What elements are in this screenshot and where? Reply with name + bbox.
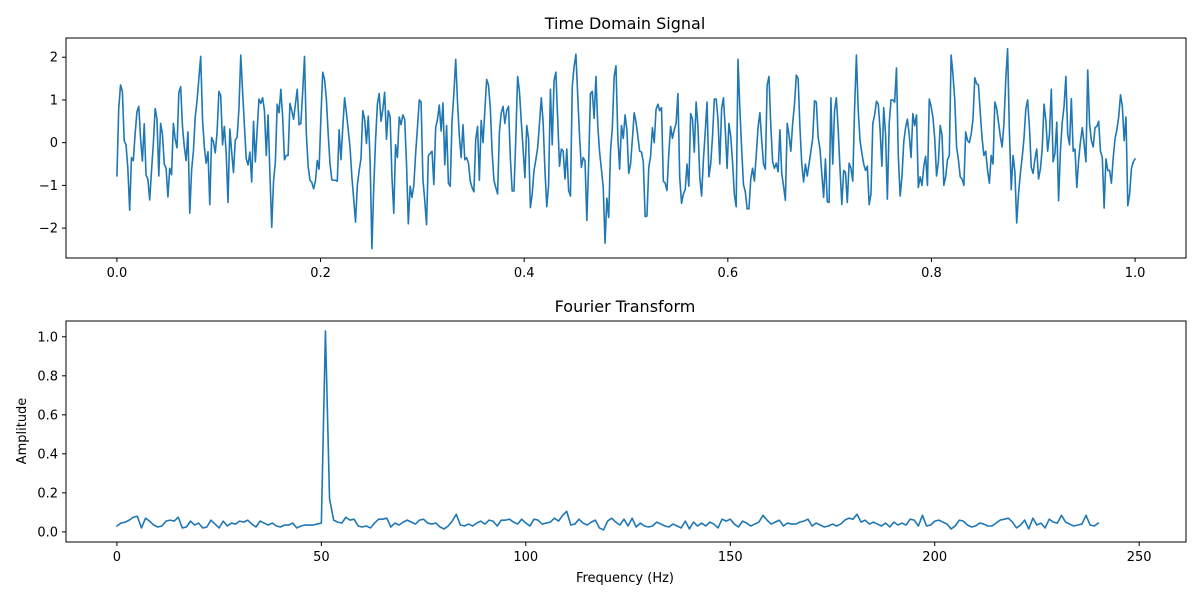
time-domain-y-tick-label: −1 <box>39 179 58 194</box>
fourier-x-tick-label: 50 <box>313 550 330 565</box>
fourier-x-tick-label: 0 <box>113 550 121 565</box>
fourier-x-tick-label: 150 <box>718 550 743 565</box>
time-domain-axes-frame <box>65 37 1187 259</box>
time-domain-y-tick-label: 1 <box>50 93 58 108</box>
fourier-y-tick-label: 0.6 <box>37 408 58 423</box>
fourier-x-axis-label: Frequency (Hz) <box>576 571 674 586</box>
time-domain-x-tick-label: 0.0 <box>107 266 128 281</box>
fourier-transform-axes-frame <box>65 320 1187 543</box>
fourier-x-tick-label: 200 <box>922 550 947 565</box>
time-domain-title: Time Domain Signal <box>544 14 706 33</box>
time-domain-y-tick-label: 0 <box>50 136 58 151</box>
fourier-transform-subplot: Fourier Transform 0 50 100 150 200 250 0.0 0.2 0… <box>15 297 1187 586</box>
time-domain-x-tick-label: 0.6 <box>717 266 738 281</box>
time-domain-y-tick-label: −2 <box>39 222 58 237</box>
fourier-y-axis-label: Amplitude <box>15 398 30 465</box>
fourier-transform-title: Fourier Transform <box>555 297 696 316</box>
fourier-y-tick-label: 1.0 <box>37 330 58 345</box>
fourier-y-tick-label: 0.8 <box>37 369 58 384</box>
time-domain-y-tick-label: 2 <box>50 51 58 66</box>
fourier-y-tick-label: 0.4 <box>37 447 58 462</box>
time-domain-x-tick-label: 0.4 <box>514 266 535 281</box>
fourier-series-line-0 <box>116 330 1100 531</box>
fourier-y-tick-label: 0.0 <box>37 525 58 540</box>
fourier-x-tick-label: 100 <box>513 550 538 565</box>
time-domain-x-tick-label: 1.0 <box>1125 266 1146 281</box>
time-domain-subplot: Time Domain Signal 0.0 0.2 0.4 0.6 0.8 1.0 −2 −… <box>39 14 1187 281</box>
time-domain-x-tick-label: 0.8 <box>921 266 942 281</box>
fourier-x-tick-label: 250 <box>1127 550 1152 565</box>
time-domain-x-tick-label: 0.2 <box>310 266 331 281</box>
fourier-y-tick-label: 0.2 <box>37 486 58 501</box>
time-domain-series-line-0 <box>116 47 1136 250</box>
